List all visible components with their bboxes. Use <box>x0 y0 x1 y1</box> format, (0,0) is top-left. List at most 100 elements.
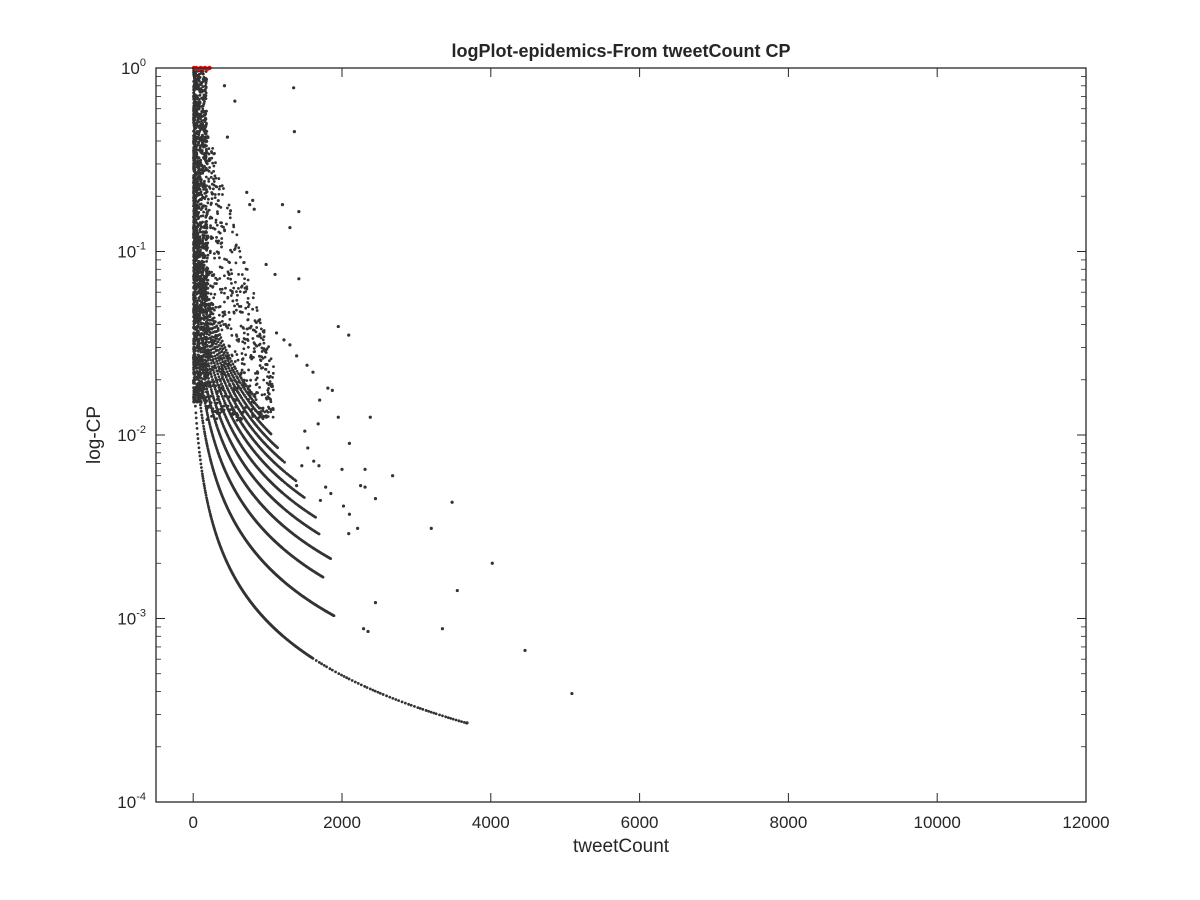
data-point <box>224 354 228 358</box>
data-point <box>274 331 279 335</box>
data-point <box>192 85 196 89</box>
data-point <box>204 381 208 385</box>
data-point <box>460 720 463 724</box>
data-point <box>207 418 211 422</box>
data-point <box>204 493 208 497</box>
data-point <box>255 376 259 380</box>
data-point <box>212 177 215 181</box>
data-point <box>206 201 210 205</box>
data-point <box>446 716 450 720</box>
data-point <box>226 359 230 362</box>
data-point <box>220 372 223 376</box>
data-point <box>195 156 199 160</box>
data-point <box>454 718 458 722</box>
data-point <box>202 263 206 267</box>
data-point <box>214 202 218 206</box>
data-point <box>195 371 199 375</box>
data-point <box>206 253 210 257</box>
data-point <box>215 407 219 410</box>
data-point <box>235 353 239 356</box>
data-point <box>233 360 237 363</box>
data-point <box>203 153 207 156</box>
data-point <box>201 365 205 369</box>
data-point <box>195 278 199 282</box>
data-point <box>192 307 196 310</box>
data-point <box>200 413 204 417</box>
data-point <box>214 366 218 370</box>
data-point <box>201 350 205 354</box>
data-point <box>330 388 334 392</box>
data-point <box>235 333 238 337</box>
data-point <box>221 314 225 318</box>
data-point <box>205 316 209 320</box>
data-point <box>200 416 204 420</box>
data-point <box>194 200 197 204</box>
data-point <box>199 337 203 341</box>
data-point <box>214 387 217 391</box>
data-point <box>490 561 494 565</box>
data-point <box>198 397 202 401</box>
data-point <box>365 686 369 689</box>
data-point <box>197 332 200 335</box>
data-point <box>197 281 201 285</box>
data-point <box>192 259 195 262</box>
data-point <box>204 205 208 208</box>
data-point <box>203 432 207 436</box>
data-point <box>228 392 232 395</box>
data-point <box>242 331 246 335</box>
data-point <box>192 400 196 403</box>
data-point <box>359 683 363 687</box>
data-point <box>197 390 201 394</box>
plot-area <box>156 68 1086 802</box>
data-point <box>198 454 202 458</box>
data-point <box>206 502 210 506</box>
data-point <box>199 112 203 116</box>
data-point <box>196 250 200 254</box>
data-point <box>208 455 212 459</box>
data-point <box>254 398 258 402</box>
data-point <box>212 152 216 156</box>
data-point <box>340 467 344 471</box>
data-point <box>300 464 304 468</box>
data-point <box>210 351 213 355</box>
data-point <box>363 684 367 688</box>
data-point <box>202 313 205 317</box>
data-point <box>254 378 258 382</box>
data-point <box>194 218 198 222</box>
data-point <box>263 410 267 414</box>
data-point <box>238 290 242 294</box>
data-point <box>378 691 382 695</box>
data-point <box>328 667 332 671</box>
data-point <box>195 366 199 370</box>
data-point <box>215 369 219 373</box>
data-point <box>207 147 211 151</box>
data-point <box>202 424 205 428</box>
data-point <box>208 422 212 426</box>
data-point <box>197 446 201 450</box>
data-point <box>219 341 223 345</box>
data-point <box>211 192 215 196</box>
data-point <box>262 378 266 382</box>
data-point <box>234 261 238 265</box>
data-point <box>192 112 196 116</box>
data-point <box>217 204 221 208</box>
data-point <box>201 85 205 88</box>
data-point <box>197 124 201 128</box>
data-point <box>218 402 222 406</box>
data-point <box>249 378 253 382</box>
data-point <box>366 629 370 634</box>
data-point <box>200 164 204 168</box>
data-point <box>194 203 198 207</box>
data-point <box>234 380 238 384</box>
data-point <box>205 272 208 276</box>
data-point <box>195 246 199 250</box>
data-point <box>219 291 223 294</box>
data-point <box>201 346 205 350</box>
data-point <box>345 676 349 680</box>
data-point <box>200 121 204 125</box>
data-point <box>200 278 204 282</box>
data-point <box>223 291 226 295</box>
data-point <box>200 469 204 473</box>
data-point <box>223 257 226 261</box>
data-point <box>232 310 236 314</box>
